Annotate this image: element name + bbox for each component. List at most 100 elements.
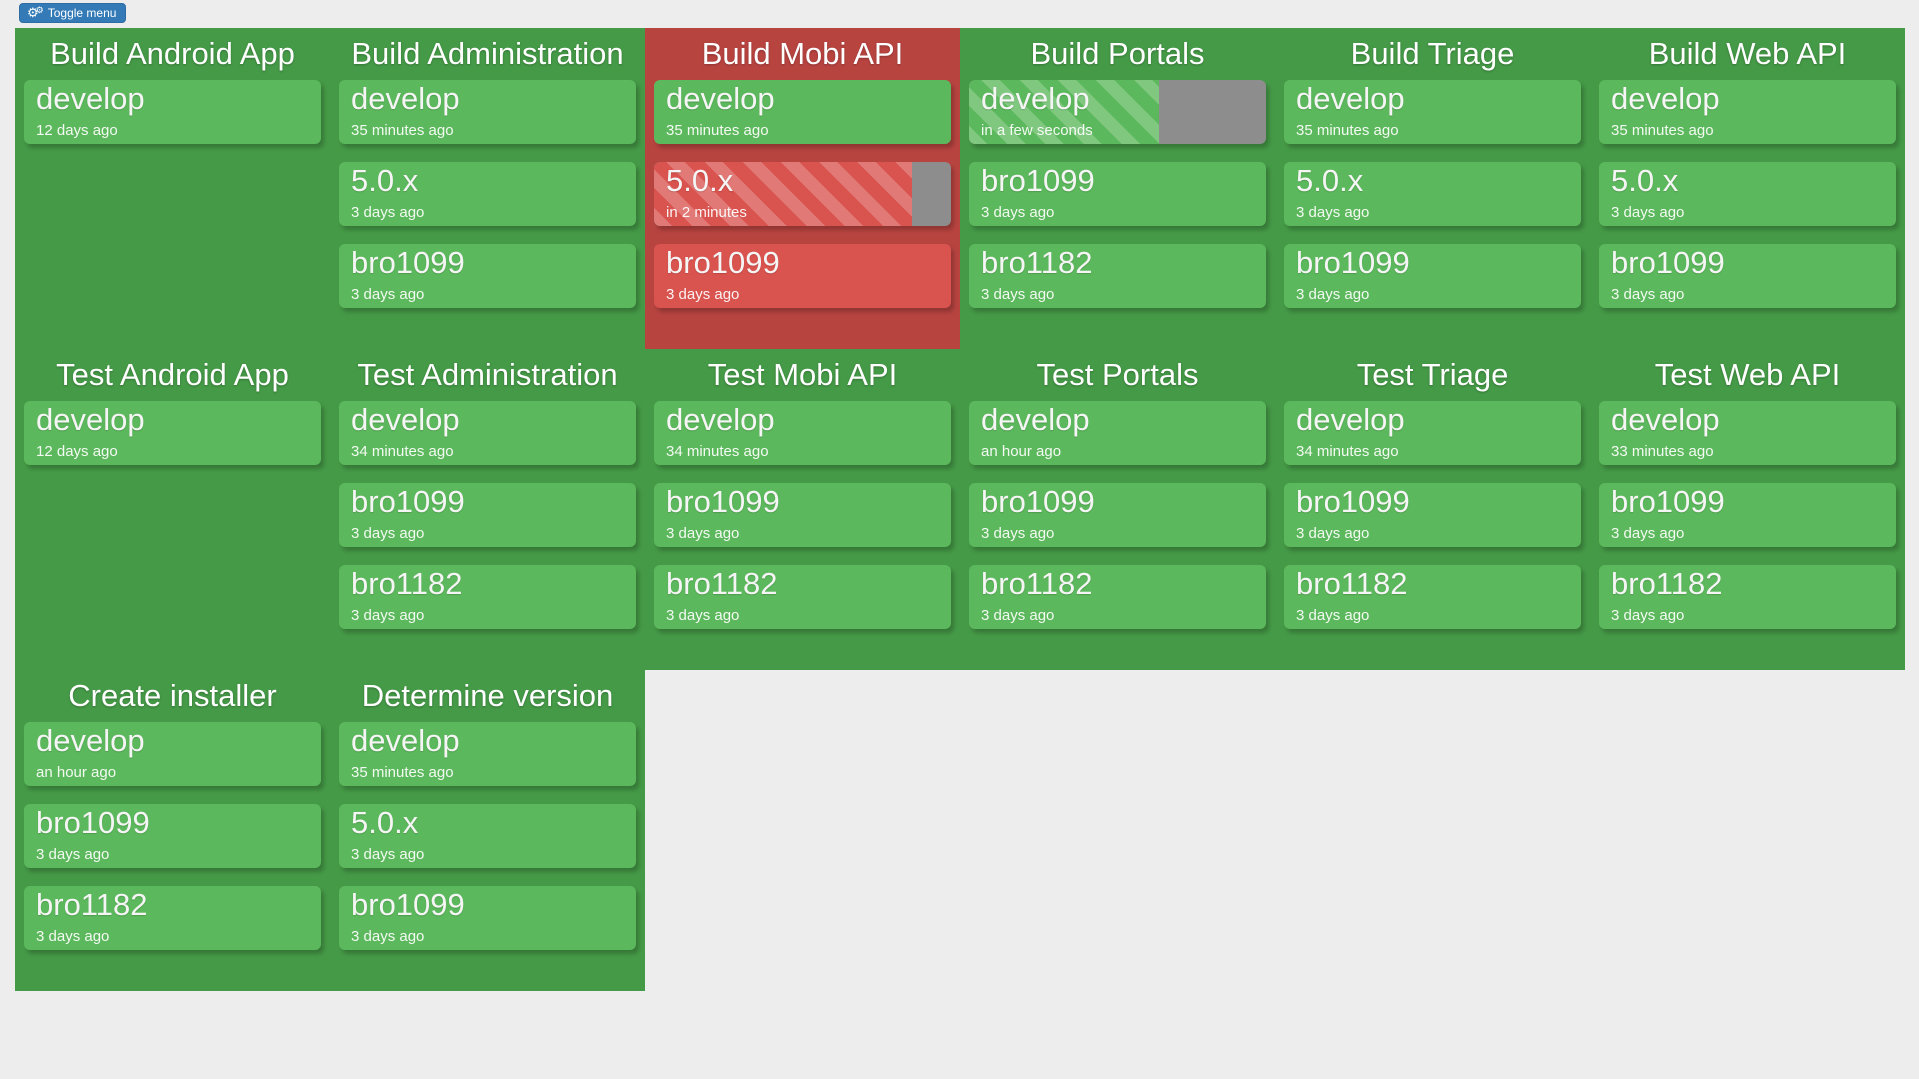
build-card[interactable]: bro1182 3 days ago	[969, 244, 1266, 308]
build-card[interactable]: develop 35 minutes ago	[1284, 80, 1581, 144]
build-card[interactable]: bro1099 3 days ago	[339, 244, 636, 308]
build-card[interactable]: develop 34 minutes ago	[654, 401, 951, 465]
job-group: Test Triage develop 34 minutes ago bro10…	[1275, 349, 1590, 670]
build-time: 3 days ago	[1296, 204, 1370, 221]
build-card[interactable]: bro1099 3 days ago	[654, 244, 951, 308]
build-card[interactable]: develop in a few seconds	[969, 80, 1266, 144]
branch-name: develop	[36, 402, 145, 437]
build-time: 3 days ago	[351, 607, 425, 624]
job-group: Test Web API develop 33 minutes ago bro1…	[1590, 349, 1905, 670]
job-group-title: Test Web API	[1654, 357, 1841, 392]
build-card[interactable]: develop 34 minutes ago	[339, 401, 636, 465]
toggle-menu-button[interactable]: ⚙⚙ Toggle menu	[19, 3, 127, 23]
job-group-title: Build Portals	[1030, 36, 1205, 71]
job-group-title: Create installer	[68, 678, 277, 713]
build-card[interactable]: bro1182 3 days ago	[654, 565, 951, 629]
branch-name: 5.0.x	[351, 805, 419, 840]
branch-name: bro1182	[1611, 566, 1723, 601]
job-group-cards: develop an hour ago bro1099 3 days ago b…	[15, 722, 330, 950]
build-time: 3 days ago	[1611, 204, 1685, 221]
build-card[interactable]: 5.0.x in 2 minutes	[654, 162, 951, 226]
toggle-menu-label: Toggle menu	[47, 5, 117, 20]
job-group-cards: develop 35 minutes ago 5.0.x 3 days ago …	[1590, 80, 1905, 308]
job-group-title: Determine version	[361, 678, 614, 713]
build-card[interactable]: bro1182 3 days ago	[339, 565, 636, 629]
branch-name: bro1099	[666, 484, 780, 519]
build-card[interactable]: 5.0.x 3 days ago	[1599, 162, 1896, 226]
build-time: 3 days ago	[981, 607, 1055, 624]
branch-name: develop	[981, 402, 1090, 437]
build-time: 35 minutes ago	[351, 122, 454, 139]
build-card[interactable]: bro1099 3 days ago	[969, 162, 1266, 226]
branch-name: bro1099	[1296, 484, 1410, 519]
build-card[interactable]: bro1099 3 days ago	[339, 886, 636, 950]
job-group: Build Mobi API develop 35 minutes ago 5.…	[645, 28, 960, 349]
branch-name: bro1099	[351, 245, 465, 280]
build-card[interactable]: develop an hour ago	[969, 401, 1266, 465]
job-group: Test Mobi API develop 34 minutes ago bro…	[645, 349, 960, 670]
job-group: Test Portals develop an hour ago bro1099…	[960, 349, 1275, 670]
build-card[interactable]: bro1099 3 days ago	[1599, 244, 1896, 308]
build-time: 3 days ago	[1611, 607, 1685, 624]
branch-name: develop	[981, 81, 1090, 116]
build-time: 3 days ago	[351, 846, 425, 863]
build-time: 3 days ago	[36, 846, 110, 863]
build-card[interactable]: develop 33 minutes ago	[1599, 401, 1896, 465]
job-group-cards: develop 12 days ago	[15, 401, 330, 465]
build-time: 3 days ago	[351, 928, 425, 945]
build-card[interactable]: develop 12 days ago	[24, 80, 321, 144]
branch-name: 5.0.x	[1296, 163, 1364, 198]
build-time: 3 days ago	[981, 286, 1055, 303]
build-card[interactable]: bro1099 3 days ago	[24, 804, 321, 868]
job-group-title: Build Mobi API	[701, 36, 904, 71]
build-time: 34 minutes ago	[1296, 443, 1399, 460]
build-card[interactable]: bro1099 3 days ago	[339, 483, 636, 547]
job-group-title: Test Portals	[1036, 357, 1199, 392]
build-time: 3 days ago	[351, 204, 425, 221]
build-card[interactable]: bro1182 3 days ago	[1284, 565, 1581, 629]
job-group-title: Test Administration	[357, 357, 618, 392]
job-group-cards: develop 33 minutes ago bro1099 3 days ag…	[1590, 401, 1905, 629]
build-card[interactable]: develop 12 days ago	[24, 401, 321, 465]
build-card[interactable]: develop an hour ago	[24, 722, 321, 786]
branch-name: bro1099	[666, 245, 780, 280]
build-board: Build Android App develop 12 days ago Bu…	[15, 28, 1905, 991]
build-card[interactable]: develop 35 minutes ago	[654, 80, 951, 144]
job-group: Test Administration develop 34 minutes a…	[330, 349, 645, 670]
build-card[interactable]: 5.0.x 3 days ago	[339, 804, 636, 868]
build-card[interactable]: develop 35 minutes ago	[339, 80, 636, 144]
job-group-cards: develop 34 minutes ago bro1099 3 days ag…	[645, 401, 960, 629]
job-group-title: Test Android App	[56, 357, 289, 392]
branch-name: bro1099	[1611, 484, 1725, 519]
build-progress-bar	[654, 162, 913, 226]
branch-name: bro1099	[36, 805, 150, 840]
build-card[interactable]: bro1099 3 days ago	[969, 483, 1266, 547]
build-card[interactable]: 5.0.x 3 days ago	[339, 162, 636, 226]
build-time: 3 days ago	[1296, 525, 1370, 542]
build-card[interactable]: bro1182 3 days ago	[24, 886, 321, 950]
branch-name: bro1099	[1611, 245, 1725, 280]
build-time: 3 days ago	[1296, 607, 1370, 624]
build-time: 3 days ago	[351, 525, 425, 542]
build-progress-bar	[969, 80, 1160, 144]
branch-name: 5.0.x	[1611, 163, 1679, 198]
branch-name: develop	[36, 81, 145, 116]
branch-name: develop	[666, 402, 775, 437]
job-group: Build Administration develop 35 minutes …	[330, 28, 645, 349]
build-card[interactable]: bro1099 3 days ago	[654, 483, 951, 547]
job-group: Build Android App develop 12 days ago	[15, 28, 330, 349]
build-time: 3 days ago	[1296, 286, 1370, 303]
build-card[interactable]: bro1099 3 days ago	[1284, 483, 1581, 547]
build-card[interactable]: develop 34 minutes ago	[1284, 401, 1581, 465]
build-card[interactable]: develop 35 minutes ago	[339, 722, 636, 786]
build-time: 3 days ago	[36, 928, 110, 945]
job-group-cards: develop 34 minutes ago bro1099 3 days ag…	[1275, 401, 1590, 629]
build-card[interactable]: bro1182 3 days ago	[969, 565, 1266, 629]
job-group-cards: develop an hour ago bro1099 3 days ago b…	[960, 401, 1275, 629]
build-card[interactable]: bro1182 3 days ago	[1599, 565, 1896, 629]
build-card[interactable]: bro1099 3 days ago	[1599, 483, 1896, 547]
branch-name: bro1099	[1296, 245, 1410, 280]
build-card[interactable]: develop 35 minutes ago	[1599, 80, 1896, 144]
build-card[interactable]: 5.0.x 3 days ago	[1284, 162, 1581, 226]
build-card[interactable]: bro1099 3 days ago	[1284, 244, 1581, 308]
